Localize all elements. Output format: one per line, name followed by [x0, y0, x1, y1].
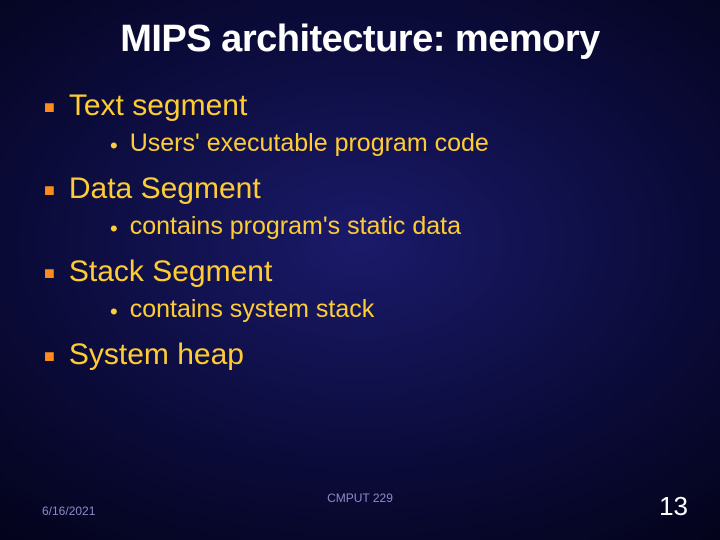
- sub-bullet-text: contains program's static data: [130, 212, 461, 241]
- bullet-item: ■ Stack Segment: [40, 255, 680, 289]
- square-bullet-icon: ■: [44, 264, 55, 282]
- slide-footer: 6/16/2021 CMPUT 229 13: [0, 491, 720, 522]
- sub-bullet-text: contains system stack: [130, 295, 375, 324]
- slide-title: MIPS architecture: memory: [0, 0, 720, 61]
- bullet-text: Text segment: [69, 89, 247, 123]
- bullet-item: ■ Text segment: [40, 89, 680, 123]
- footer-date: 6/16/2021: [42, 504, 95, 518]
- bullet-item: ■ Data Segment: [40, 172, 680, 206]
- square-bullet-icon: ■: [44, 181, 55, 199]
- bullet-text: Stack Segment: [69, 255, 272, 289]
- square-bullet-icon: ■: [44, 347, 55, 365]
- footer-page-number: 13: [659, 491, 688, 522]
- dot-bullet-icon: •: [110, 135, 118, 157]
- dot-bullet-icon: •: [110, 301, 118, 323]
- slide-content: ■ Text segment • Users' executable progr…: [0, 61, 720, 372]
- square-bullet-icon: ■: [44, 98, 55, 116]
- footer-course-code: CMPUT 229: [327, 491, 393, 505]
- sub-bullet-item: • contains system stack: [110, 295, 680, 324]
- sub-bullet-item: • contains program's static data: [110, 212, 680, 241]
- bullet-text: Data Segment: [69, 172, 261, 206]
- dot-bullet-icon: •: [110, 218, 118, 240]
- bullet-text: System heap: [69, 338, 244, 372]
- sub-bullet-item: • Users' executable program code: [110, 129, 680, 158]
- bullet-item: ■ System heap: [40, 338, 680, 372]
- sub-bullet-text: Users' executable program code: [130, 129, 489, 158]
